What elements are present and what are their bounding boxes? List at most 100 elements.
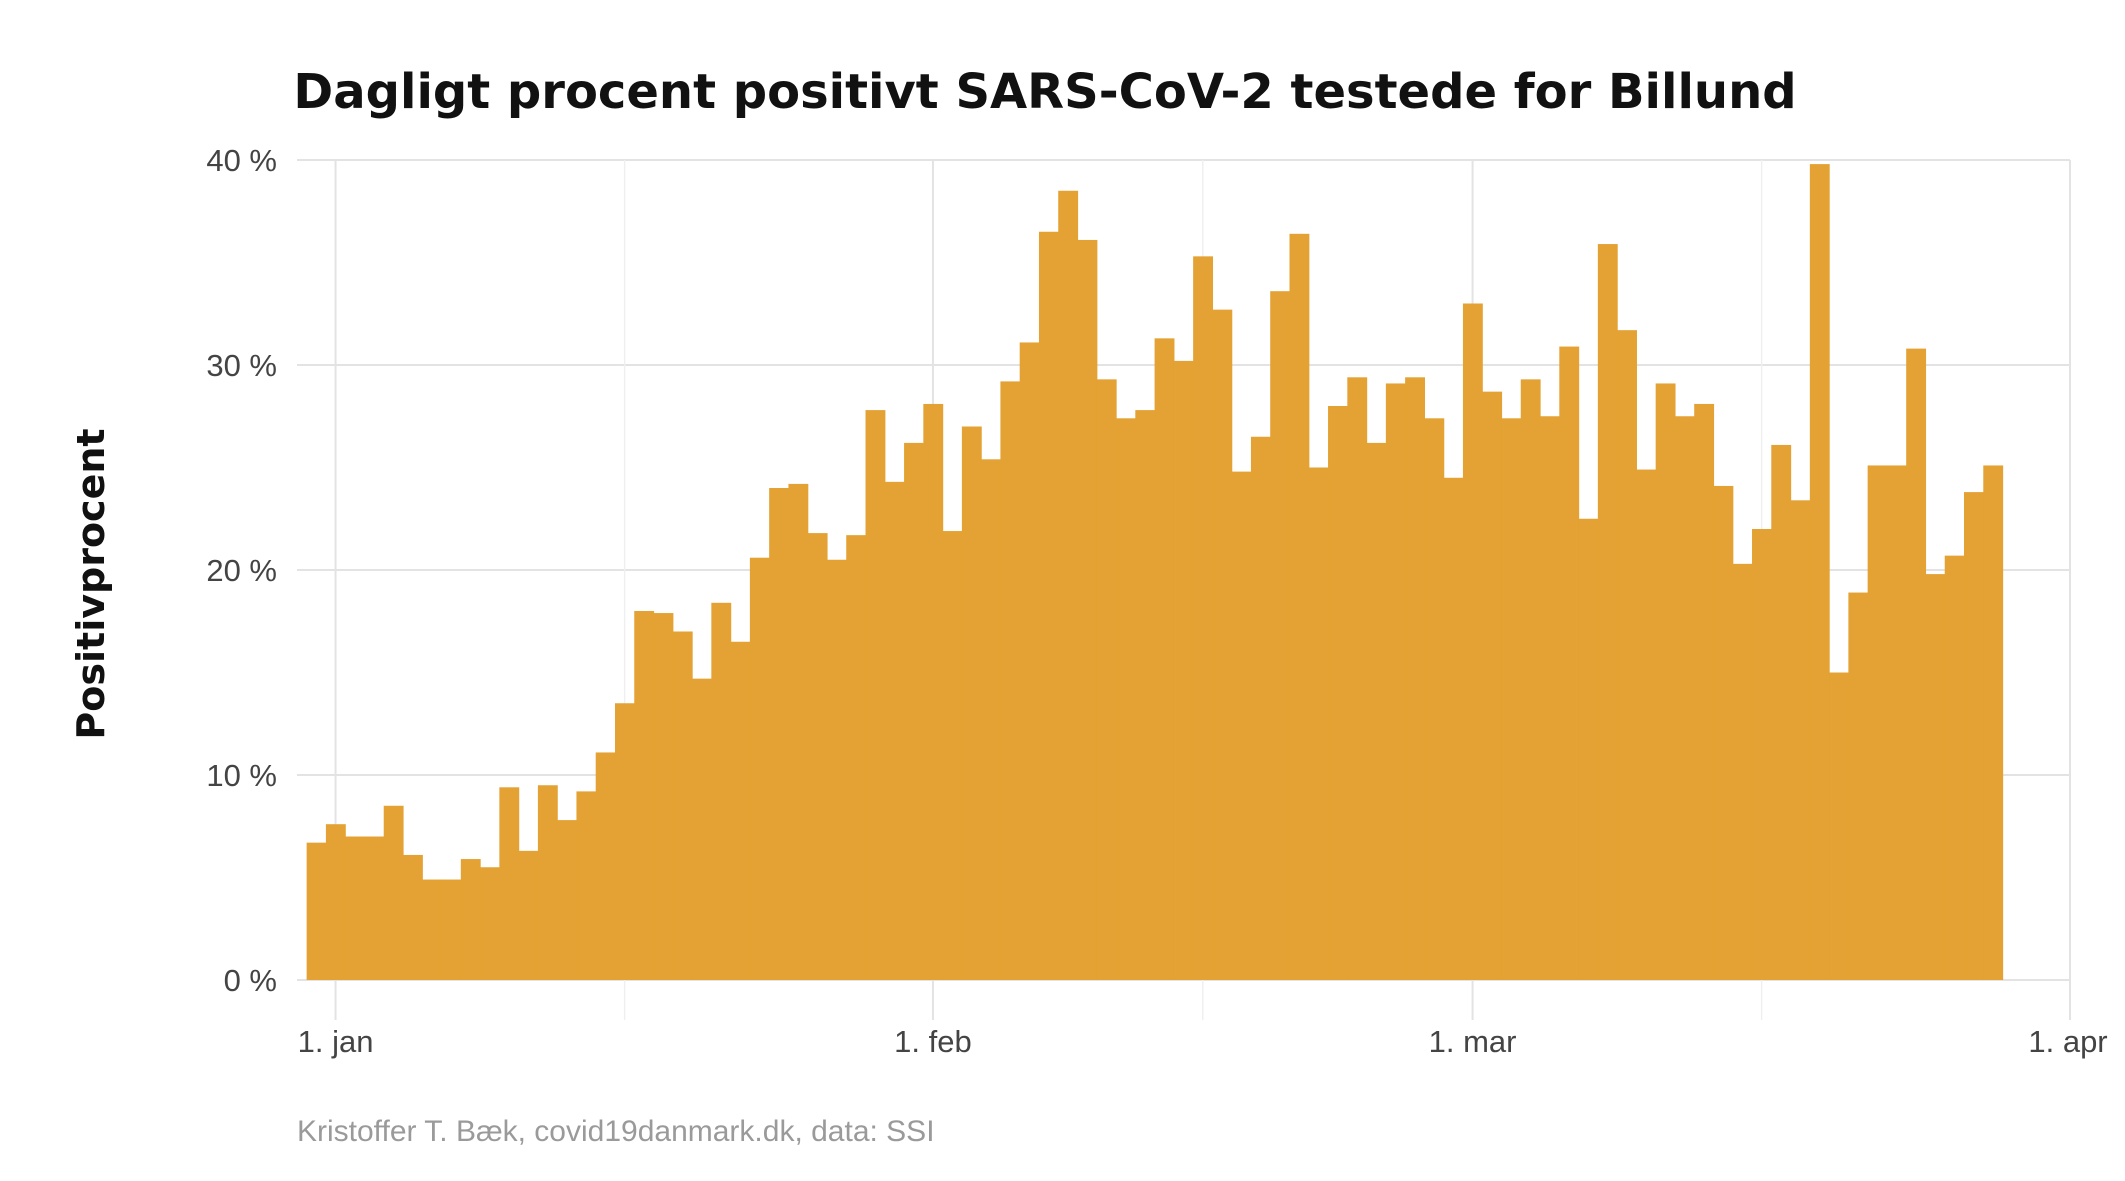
bar [692,678,712,980]
x-tick-label: 1. jan [298,1024,374,1059]
bar [1829,672,1849,980]
caption: Kristoffer T. Bæk, covid19danmark.dk, da… [297,1115,935,1148]
bar [1809,164,1830,981]
bar [306,842,327,980]
bar [364,836,385,980]
bar [1096,379,1117,981]
bar [1983,465,2004,980]
bar [1520,379,1541,981]
bar [1559,346,1580,980]
bar [1038,231,1059,980]
bar [595,752,616,980]
bar [480,867,500,980]
bar [1328,406,1348,980]
bar [1867,465,1888,980]
bar [557,820,578,980]
bar [1019,342,1040,980]
bar [1732,563,1753,980]
bar [1713,485,1734,980]
bar [749,557,770,980]
bar [537,785,558,980]
bar [634,611,655,980]
bar [1385,383,1406,980]
x-tick-label: 1. feb [894,1024,972,1059]
bar [923,403,944,980]
bar [1000,381,1021,980]
bar [1848,592,1869,980]
bar [1964,492,1984,980]
bar [1944,555,1965,980]
bar [1771,444,1792,980]
bar [422,879,443,980]
bar [884,481,905,980]
bar [1173,360,1194,980]
bar [1482,391,1503,980]
y-tick-label: 40 % [206,143,277,178]
bar [1674,416,1695,980]
bar [614,703,635,980]
bar [1212,309,1233,980]
bar [1925,574,1946,980]
bar [1790,500,1811,980]
bar [981,459,1002,980]
bar [1058,190,1079,980]
bar [1906,348,1927,981]
y-tick-label: 10 % [206,758,277,793]
bar [730,641,751,980]
bar [1077,239,1098,980]
bar [518,850,539,980]
bar [904,442,924,980]
bar [788,483,809,980]
bar [325,824,346,980]
bar [1578,518,1599,980]
bar [1752,529,1772,980]
bar [1694,403,1715,980]
bar [1231,471,1252,980]
chart-title: Dagligt procent positivt SARS-CoV-2 test… [293,64,1796,120]
bar [1540,416,1560,980]
bar [1405,377,1425,980]
bar [460,859,481,980]
bar [1116,418,1136,980]
bar [1347,377,1368,980]
bar [576,791,597,980]
bar [1424,418,1445,980]
bar [1501,418,1522,980]
bar [826,559,847,980]
bar [1886,465,1907,980]
bar [672,631,693,980]
bar [1289,233,1310,981]
bar [1154,338,1175,981]
bar [1462,303,1483,980]
bar [1636,469,1657,980]
bar [345,836,366,980]
y-tick-label: 20 % [206,553,277,588]
y-tick-label: 30 % [206,348,277,383]
bar [653,613,674,980]
bar [865,410,886,981]
bar [1443,477,1464,980]
bar [846,535,867,980]
bar [961,426,982,980]
y-axis-label: Positivprocent [69,428,113,739]
bar [1597,244,1618,981]
bar [1617,330,1637,980]
bar [1655,383,1676,980]
bar [942,531,963,980]
y-tick-label: 0 % [224,963,277,998]
bar [499,787,520,980]
bar [807,533,828,980]
y-axis-ticks: 0 % 10 % 20 % 30 % 40 % [206,143,277,998]
bars [306,164,2004,981]
x-tick-label: 1. apr [2028,1024,2107,1059]
bar [769,488,790,980]
bar [441,879,462,980]
x-axis-ticks: 1. jan 1. feb 1. mar 1. apr [298,1024,2108,1059]
bar [711,602,732,980]
bar [1270,291,1291,980]
bar [1250,436,1271,980]
bar [1135,410,1156,981]
bar [383,805,404,980]
bar [402,854,423,980]
